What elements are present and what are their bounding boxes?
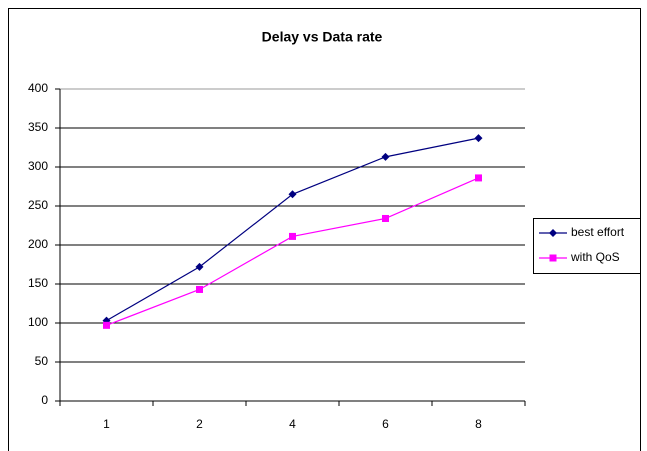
chart-title: Delay vs Data rate	[262, 29, 383, 45]
y-tick-label: 400	[28, 81, 48, 95]
marker	[196, 285, 203, 293]
y-tick-label: 300	[28, 159, 48, 173]
marker	[103, 321, 110, 329]
legend-label: best effort	[571, 225, 625, 239]
x-tick-label: 4	[289, 417, 296, 431]
marker	[474, 134, 483, 143]
legend-box	[533, 218, 641, 274]
x-tick-label: 1	[103, 417, 110, 431]
marker	[549, 229, 557, 237]
x-tick-label: 6	[382, 417, 389, 431]
y-tick-label: 250	[28, 198, 48, 212]
y-tick-label: 0	[41, 393, 48, 407]
marker	[289, 232, 296, 240]
marker	[382, 214, 389, 222]
marker	[195, 262, 204, 271]
marker	[475, 174, 482, 182]
y-tick-label: 200	[28, 237, 48, 251]
x-tick-label: 8	[475, 417, 482, 431]
y-tick-label: 50	[35, 354, 49, 368]
marker	[549, 254, 557, 262]
y-tick-label: 350	[28, 120, 48, 134]
marker	[288, 190, 297, 199]
y-tick-label: 150	[28, 276, 48, 290]
y-tick-label: 100	[28, 315, 48, 329]
x-tick-label: 2	[196, 417, 203, 431]
marker	[381, 152, 390, 161]
series	[103, 174, 482, 329]
legend-label: with QoS	[570, 250, 620, 264]
